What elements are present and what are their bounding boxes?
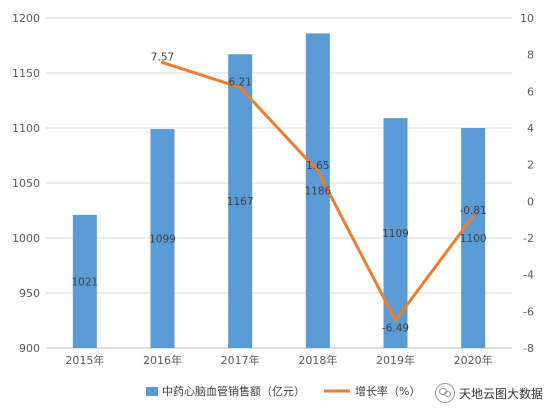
bar bbox=[305, 33, 330, 349]
y-right-tick-label: 0 bbox=[527, 195, 534, 208]
line-data-label: -0.81 bbox=[460, 205, 487, 217]
x-tick-label: 2015年 bbox=[65, 353, 104, 367]
y-right-tick-label: 6 bbox=[527, 85, 534, 98]
line-data-label: 6.21 bbox=[228, 76, 251, 88]
y-left-tick-label: 1050 bbox=[12, 177, 40, 190]
x-tick-label: 2020年 bbox=[454, 353, 493, 367]
y-left-tick-label: 1150 bbox=[12, 67, 40, 80]
y-left-tick-label: 950 bbox=[19, 287, 40, 300]
line-point bbox=[238, 85, 242, 89]
x-tick-label: 2018年 bbox=[298, 353, 337, 367]
line-point bbox=[394, 318, 397, 322]
line-point bbox=[316, 169, 320, 173]
bar bbox=[461, 128, 486, 348]
bar-data-label: 1167 bbox=[227, 196, 254, 208]
y-left-tick-label: 1000 bbox=[12, 232, 40, 245]
y-right-tick-label: 8 bbox=[527, 49, 534, 62]
line-point bbox=[161, 61, 164, 65]
watermark: 天地云图大数据 bbox=[434, 383, 543, 403]
y-right-tick-label: -4 bbox=[523, 269, 534, 282]
x-tick-label: 2019年 bbox=[376, 353, 415, 367]
line-data-label: 1.65 bbox=[306, 160, 329, 172]
y-left-tick-label: 1200 bbox=[12, 12, 40, 25]
y-right-tick-label: -8 bbox=[523, 342, 534, 355]
bar bbox=[150, 129, 175, 348]
legend-label-line: 增长率（%） bbox=[355, 384, 420, 398]
watermark-text: 天地云图大数据 bbox=[458, 386, 543, 401]
line-data-label: -6.49 bbox=[382, 322, 409, 334]
bar-data-label: 1099 bbox=[149, 234, 176, 246]
bar-data-label: 1109 bbox=[382, 228, 409, 240]
bar-data-label: 1186 bbox=[304, 186, 331, 198]
x-tick-label: 2016年 bbox=[143, 353, 182, 367]
legend-label-bar: 中药心脑血管销售额（亿元） bbox=[162, 384, 305, 398]
y-right-tick-label: -6 bbox=[523, 305, 534, 318]
bar bbox=[228, 54, 253, 349]
y-right-tick-label: 10 bbox=[520, 12, 534, 25]
y-right-tick-label: 2 bbox=[527, 159, 534, 172]
bar-data-label: 1100 bbox=[460, 233, 487, 245]
y-right-tick-label: 4 bbox=[527, 122, 534, 135]
bar bbox=[72, 214, 97, 348]
y-right-tick-label: -2 bbox=[523, 232, 534, 245]
bar-data-label: 1021 bbox=[71, 276, 98, 288]
y-left-tick-label: 1100 bbox=[12, 122, 40, 135]
line-data-label: 7.57 bbox=[151, 52, 174, 64]
line-point bbox=[471, 214, 475, 218]
y-left-tick-label: 900 bbox=[19, 342, 40, 355]
legend-swatch-bar bbox=[146, 387, 158, 396]
x-tick-label: 2017年 bbox=[221, 353, 260, 367]
wechat-icon bbox=[434, 383, 455, 403]
